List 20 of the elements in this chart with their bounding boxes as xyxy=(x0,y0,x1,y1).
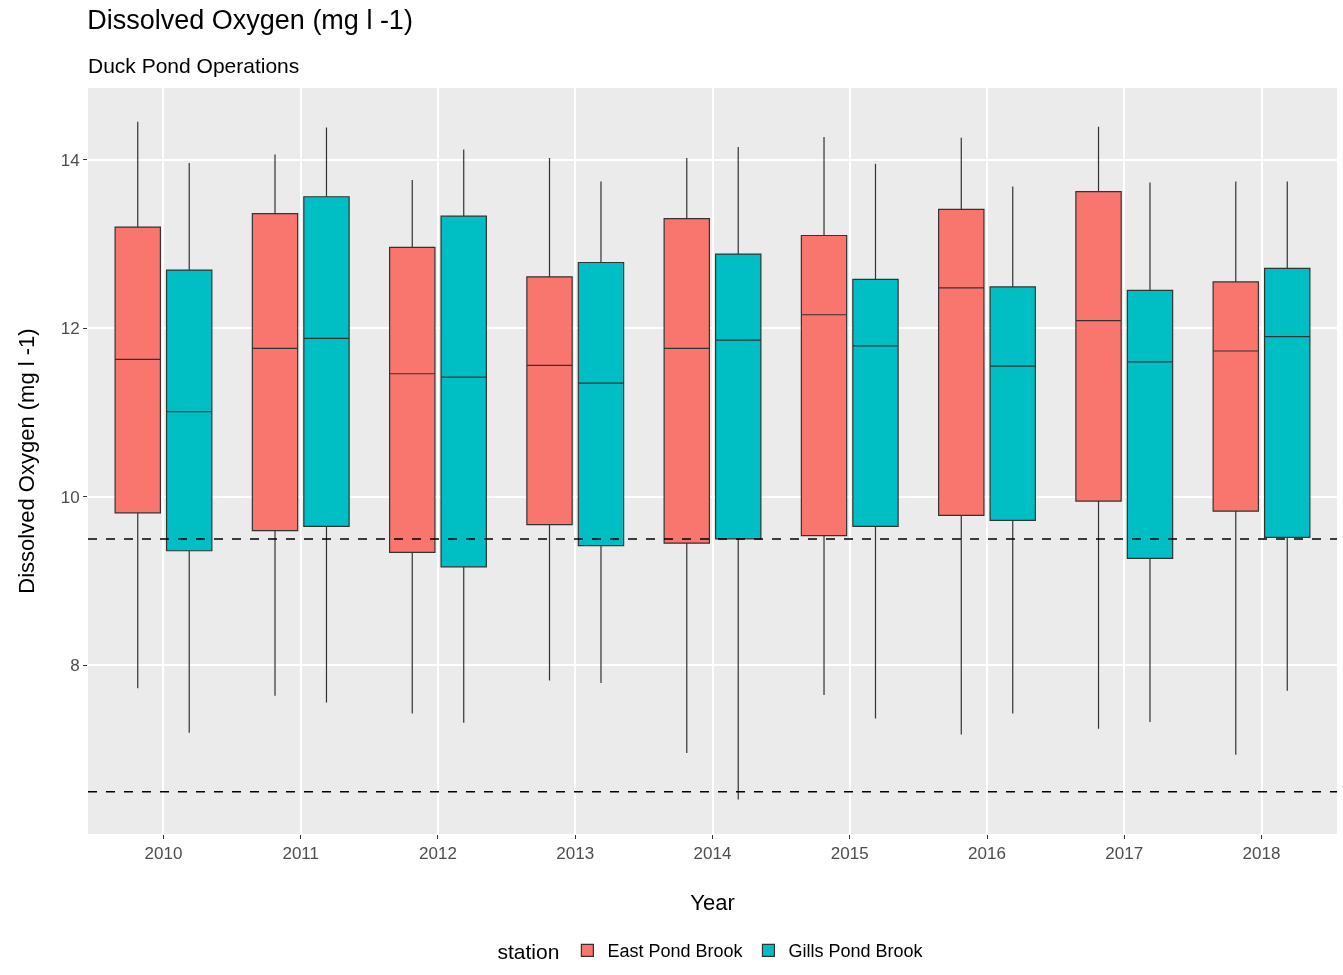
y-tick-label: 8 xyxy=(70,656,80,676)
x-tick-label: 2018 xyxy=(1242,844,1281,864)
x-tick-label: 2015 xyxy=(830,844,869,864)
chart-title: Dissolved Oxygen (mg l -1) xyxy=(87,4,413,35)
legend-label: East Pond Brook xyxy=(607,941,744,962)
x-axis-title: Year xyxy=(690,890,735,915)
x-tick-label: 2010 xyxy=(144,844,183,864)
chart-subtitle: Duck Pond Operations xyxy=(88,54,300,77)
x-tick-label: 2012 xyxy=(419,844,457,864)
y-axis-title: Dissolved Oxygen (mg l -1) xyxy=(14,328,39,594)
x-tick-label: 2013 xyxy=(556,844,595,864)
x-tick-label: 2016 xyxy=(968,844,1006,864)
x-tick-label: 2014 xyxy=(693,844,732,864)
legend-label: Gills Pond Brook xyxy=(788,941,924,962)
y-tick-label: 12 xyxy=(60,319,80,339)
legend-title: station xyxy=(497,940,560,964)
y-tick-label: 14 xyxy=(60,150,80,170)
y-tick-label: 10 xyxy=(60,487,80,507)
x-tick-label: 2017 xyxy=(1105,844,1144,864)
x-tick-label: 2011 xyxy=(282,844,320,864)
